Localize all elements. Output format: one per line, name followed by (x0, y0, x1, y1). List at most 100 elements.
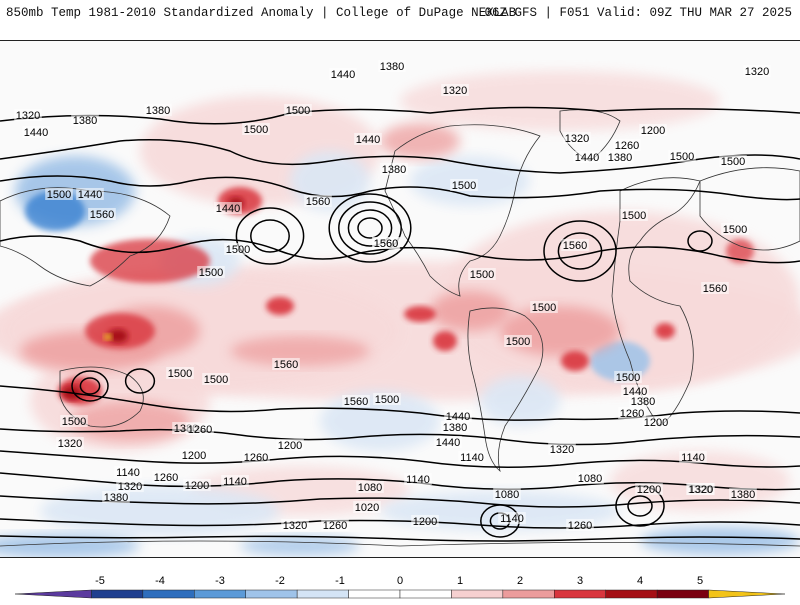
contour-label: 1440 (354, 133, 382, 146)
contour-label: 1380 (606, 151, 634, 164)
contour-label: 1560 (88, 208, 116, 221)
svg-text:1380: 1380 (146, 105, 170, 117)
contour-label: 1380 (441, 421, 469, 434)
svg-text:1320: 1320 (689, 484, 713, 496)
svg-text:1140: 1140 (460, 452, 484, 464)
contour-label: 1200 (642, 416, 670, 429)
contour-label: 1320 (116, 480, 144, 493)
contour-label: 1500 (166, 367, 194, 380)
colorbar-tick-label: 3 (577, 575, 583, 587)
contour-label: 1560 (561, 239, 589, 252)
svg-text:1140: 1140 (406, 474, 430, 486)
svg-text:1560: 1560 (274, 359, 298, 371)
svg-text:1260: 1260 (620, 408, 644, 420)
model-run-valid-time: 06Z GFS | F051 Valid: 09Z THU MAR 27 202… (484, 6, 792, 20)
contour-label: 1500 (504, 335, 532, 348)
contour-label: 1500 (614, 371, 642, 384)
svg-text:1500: 1500 (62, 416, 86, 428)
contour-label: 1140 (498, 512, 526, 525)
svg-text:1320: 1320 (565, 133, 589, 145)
svg-text:1500: 1500 (622, 210, 646, 222)
colorbar-tick-label: 1 (457, 575, 463, 587)
contour-label: 1500 (224, 243, 252, 256)
svg-text:1560: 1560 (344, 396, 368, 408)
map-title: 850mb Temp 1981-2010 Standardized Anomal… (6, 6, 517, 20)
contour-label: 1080 (493, 488, 521, 501)
svg-text:1500: 1500 (375, 394, 399, 406)
colorbar-swatch (399, 589, 452, 599)
colorbar-tick-label: 2 (517, 575, 523, 587)
contour-label: 1140 (679, 451, 707, 464)
colorbar-swatch (348, 589, 401, 599)
contour-label: 1560 (372, 237, 400, 250)
svg-text:1260: 1260 (244, 452, 268, 464)
contour-label: 1200 (411, 515, 439, 528)
contour-label: 1080 (576, 472, 604, 485)
svg-text:1440: 1440 (78, 189, 102, 201)
svg-text:1560: 1560 (306, 196, 330, 208)
svg-text:1200: 1200 (413, 516, 437, 528)
contour-label: 1320 (14, 109, 42, 122)
colorbar-tick-label: 4 (637, 575, 643, 587)
contour-label: 1560 (342, 395, 370, 408)
contour-label: 1380 (144, 104, 172, 117)
svg-text:1260: 1260 (188, 424, 212, 436)
svg-text:1260: 1260 (154, 472, 178, 484)
svg-text:1080: 1080 (358, 482, 382, 494)
svg-text:1260: 1260 (615, 140, 639, 152)
svg-text:1200: 1200 (185, 480, 209, 492)
contour-label: 1500 (468, 268, 496, 281)
svg-text:1560: 1560 (90, 209, 114, 221)
colorbar-tick-labels: -5 -4 -3 -2 -1 0 1 2 3 4 5 (95, 575, 703, 587)
svg-text:1140: 1140 (223, 476, 247, 488)
contour-label: 1500 (620, 209, 648, 222)
colorbar-swatch (708, 589, 786, 599)
contour-label: 1260 (618, 407, 646, 420)
svg-text:1140: 1140 (681, 452, 705, 464)
svg-text:1500: 1500 (616, 372, 640, 384)
contour-label: 1500 (373, 393, 401, 406)
contour-label: 1440 (444, 410, 472, 423)
contour-label: 1500 (284, 104, 312, 117)
svg-text:1440: 1440 (356, 134, 380, 146)
colorbar-swatch (451, 589, 504, 599)
svg-text:1440: 1440 (331, 69, 355, 81)
height-contours (0, 106, 800, 542)
contour-label: 1440 (76, 188, 104, 201)
svg-text:1500: 1500 (199, 267, 223, 279)
colorbar-swatch (554, 589, 606, 599)
contour-label: 1500 (45, 188, 73, 201)
svg-text:1500: 1500 (168, 368, 192, 380)
contour-label: 1440 (573, 151, 601, 164)
svg-text:1440: 1440 (216, 203, 240, 215)
colorbar-swatch (142, 589, 195, 599)
weather-map[interactable]: 1380 1320 1440 1320 1320 1380 1380 1500 1440 1500… (0, 40, 800, 558)
contour-label: 1560 (701, 282, 729, 295)
colorbar-tick-label: -4 (155, 575, 165, 587)
contour-label: 1320 (281, 519, 309, 532)
svg-text:1560: 1560 (374, 238, 398, 250)
contour-label: 1440 (22, 126, 50, 139)
svg-text:1380: 1380 (608, 152, 632, 164)
colorbar-swatches (14, 589, 786, 599)
contour-label: 1320 (743, 65, 771, 78)
colorbar-tick-label: -2 (275, 575, 285, 587)
contour-label: 1320 (563, 132, 591, 145)
svg-text:1440: 1440 (575, 152, 599, 164)
svg-text:1440: 1440 (436, 437, 460, 449)
colorbar-swatch (14, 589, 92, 599)
svg-text:1320: 1320 (550, 444, 574, 456)
contour-label: 1320 (687, 483, 715, 496)
svg-text:1500: 1500 (226, 244, 250, 256)
contour-label: 1380 (102, 491, 130, 504)
contour-label: 1560 (272, 358, 300, 371)
contour-label: 1500 (719, 155, 747, 168)
colorbar-tick-label: -3 (215, 575, 225, 587)
contour-label: 1500 (450, 179, 478, 192)
svg-text:1320: 1320 (58, 438, 82, 450)
svg-text:1080: 1080 (578, 473, 602, 485)
svg-text:1380: 1380 (443, 422, 467, 434)
contour-label: 1380 (629, 395, 657, 408)
contour-label: 1500 (721, 223, 749, 236)
contour-label: 1140 (404, 473, 432, 486)
